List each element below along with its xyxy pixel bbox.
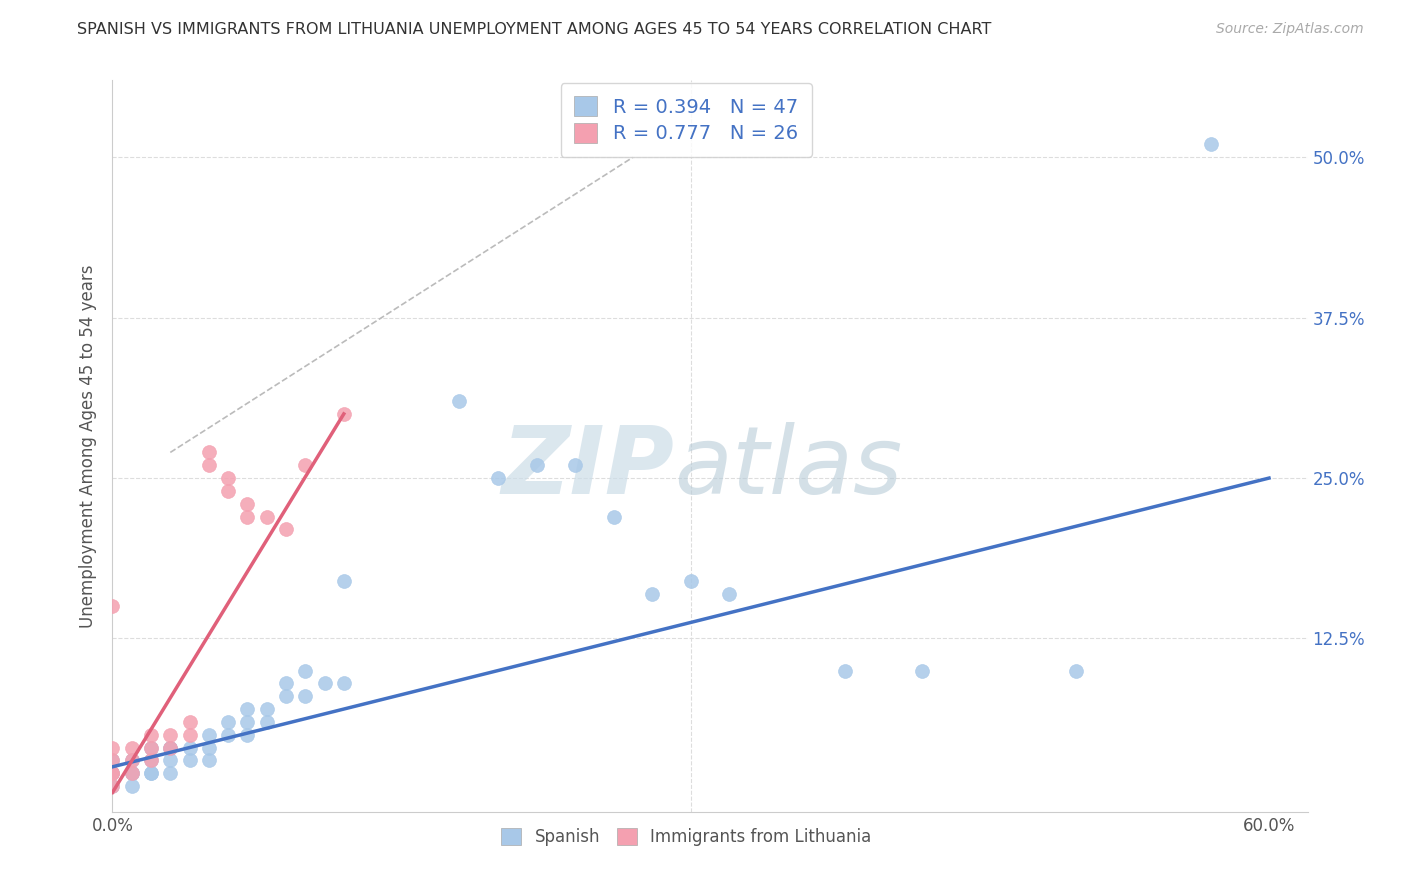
Point xyxy=(217,471,239,485)
Text: SPANISH VS IMMIGRANTS FROM LITHUANIA UNEMPLOYMENT AMONG AGES 45 TO 54 YEARS CORR: SPANISH VS IMMIGRANTS FROM LITHUANIA UNE… xyxy=(77,22,991,37)
Legend: Spanish, Immigrants from Lithuania: Spanish, Immigrants from Lithuania xyxy=(492,820,880,855)
Point xyxy=(1064,664,1087,678)
Point xyxy=(333,407,356,421)
Point xyxy=(526,458,548,473)
Point xyxy=(121,753,143,767)
Point xyxy=(911,664,934,678)
Point xyxy=(602,509,624,524)
Point xyxy=(101,779,124,793)
Y-axis label: Unemployment Among Ages 45 to 54 years: Unemployment Among Ages 45 to 54 years xyxy=(79,264,97,628)
Point xyxy=(159,728,181,742)
Point xyxy=(217,483,239,498)
Point xyxy=(101,766,124,780)
Point xyxy=(333,676,356,690)
Point xyxy=(179,753,201,767)
Point xyxy=(159,740,181,755)
Text: atlas: atlas xyxy=(675,423,903,514)
Point xyxy=(179,740,201,755)
Text: ZIP: ZIP xyxy=(502,422,675,514)
Point xyxy=(217,714,239,729)
Point xyxy=(139,728,162,742)
Point xyxy=(139,740,162,755)
Point xyxy=(198,458,221,473)
Point xyxy=(834,664,856,678)
Point xyxy=(101,599,124,614)
Point xyxy=(101,766,124,780)
Point xyxy=(256,509,278,524)
Point xyxy=(236,728,259,742)
Point xyxy=(314,676,336,690)
Point xyxy=(1199,137,1222,152)
Point xyxy=(256,702,278,716)
Point xyxy=(159,740,181,755)
Point xyxy=(139,753,162,767)
Point xyxy=(179,728,201,742)
Point xyxy=(121,753,143,767)
Point xyxy=(139,766,162,780)
Point xyxy=(101,766,124,780)
Point xyxy=(294,664,316,678)
Point xyxy=(101,753,124,767)
Point xyxy=(486,471,509,485)
Point xyxy=(236,702,259,716)
Point xyxy=(564,458,586,473)
Point xyxy=(101,779,124,793)
Point xyxy=(198,740,221,755)
Point xyxy=(159,753,181,767)
Point xyxy=(236,509,259,524)
Point xyxy=(159,766,181,780)
Point xyxy=(198,728,221,742)
Text: Source: ZipAtlas.com: Source: ZipAtlas.com xyxy=(1216,22,1364,37)
Point xyxy=(159,740,181,755)
Point xyxy=(333,574,356,588)
Point xyxy=(121,740,143,755)
Point xyxy=(121,779,143,793)
Point xyxy=(101,766,124,780)
Point xyxy=(121,766,143,780)
Point xyxy=(679,574,702,588)
Point xyxy=(236,497,259,511)
Point xyxy=(217,728,239,742)
Point xyxy=(179,714,201,729)
Point xyxy=(236,714,259,729)
Point xyxy=(274,690,297,704)
Point xyxy=(139,740,162,755)
Point xyxy=(139,766,162,780)
Point xyxy=(274,676,297,690)
Point xyxy=(121,766,143,780)
Point xyxy=(139,753,162,767)
Point xyxy=(274,523,297,537)
Point xyxy=(641,586,664,600)
Point xyxy=(449,394,471,409)
Point xyxy=(718,586,741,600)
Point xyxy=(198,753,221,767)
Point xyxy=(294,690,316,704)
Point xyxy=(121,766,143,780)
Point xyxy=(256,714,278,729)
Point xyxy=(198,445,221,459)
Point xyxy=(101,740,124,755)
Point xyxy=(101,753,124,767)
Point xyxy=(294,458,316,473)
